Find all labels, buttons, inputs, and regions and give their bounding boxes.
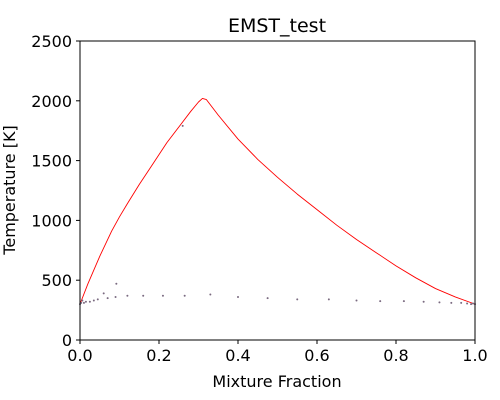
scatter-point [470,303,473,306]
y-axis-label: Temperature [K] [0,125,19,255]
scatter-point [327,298,330,301]
scatter-point [114,295,117,298]
scatter-point [422,300,425,303]
scatter-point [88,300,91,303]
temperature-line-series [79,97,476,305]
y-tick-label: 500 [41,271,72,290]
x-tick-label: 0.6 [304,346,329,365]
x-tick-label: 0.8 [383,346,408,365]
scatter-point [142,294,145,297]
scatter-point [355,299,358,302]
scatter-point [126,294,129,297]
scatter-point [92,299,95,302]
y-tick-label: 0 [62,331,72,350]
x-tick-label: 1.0 [462,346,487,365]
scatter-point [466,302,469,305]
x-tick-label: 0.0 [67,346,92,365]
series-layer [79,97,476,306]
scatter-point [266,297,269,300]
scatter-point [161,294,164,297]
scatter-point [402,300,405,303]
plot-area [79,40,476,341]
scatter-point [181,124,184,127]
scatter-point [82,301,85,304]
axis-ticks: 0.0 0.2 0.4 0.6 0.8 1.0 0 500 1000 1500 2000 2500 [31,32,487,365]
scatter-point [472,302,475,305]
scatter-point [80,301,83,304]
scatter-point [296,298,299,301]
scatter-point [438,301,441,304]
scatter-point [106,297,109,300]
scatter-point [183,294,186,297]
scatter-point [115,282,118,285]
y-tick-label: 1000 [31,211,72,230]
scatter-point [209,293,212,296]
y-tick-label: 1500 [31,152,72,171]
scatter-point [379,300,382,303]
x-tick-label: 0.4 [225,346,250,365]
particle-scatter-series [79,124,476,306]
scatter-point [237,295,239,298]
scatter-point [460,301,463,304]
scatter-point [450,301,453,304]
scatter-point [84,300,87,303]
y-tick-label: 2500 [31,32,72,51]
scatter-point [96,298,99,301]
scatter-point [102,292,105,295]
chart-title: EMST_test [228,15,326,37]
x-axis-label: Mixture Fraction [212,372,341,391]
x-tick-label: 0.2 [146,346,171,365]
y-tick-label: 2000 [31,92,72,111]
scatter-point [81,299,84,302]
